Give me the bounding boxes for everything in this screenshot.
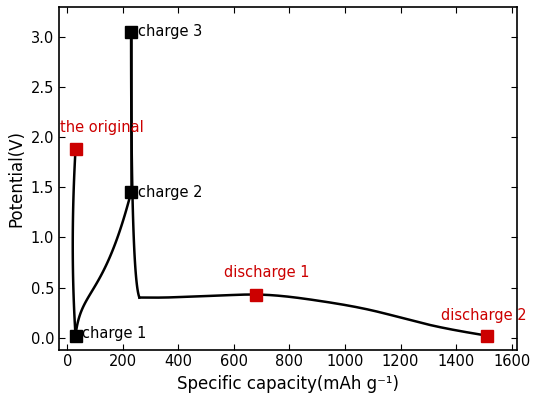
Text: discharge 2: discharge 2 (441, 308, 526, 323)
Y-axis label: Potential(V): Potential(V) (7, 130, 25, 227)
Text: charge 3: charge 3 (138, 24, 202, 40)
Text: the original: the original (60, 120, 144, 135)
Text: charge 2: charge 2 (138, 185, 202, 200)
Text: discharge 1: discharge 1 (224, 265, 309, 280)
X-axis label: Specific capacity(mAh g⁻¹): Specific capacity(mAh g⁻¹) (177, 375, 399, 393)
Text: charge 1: charge 1 (83, 326, 147, 341)
